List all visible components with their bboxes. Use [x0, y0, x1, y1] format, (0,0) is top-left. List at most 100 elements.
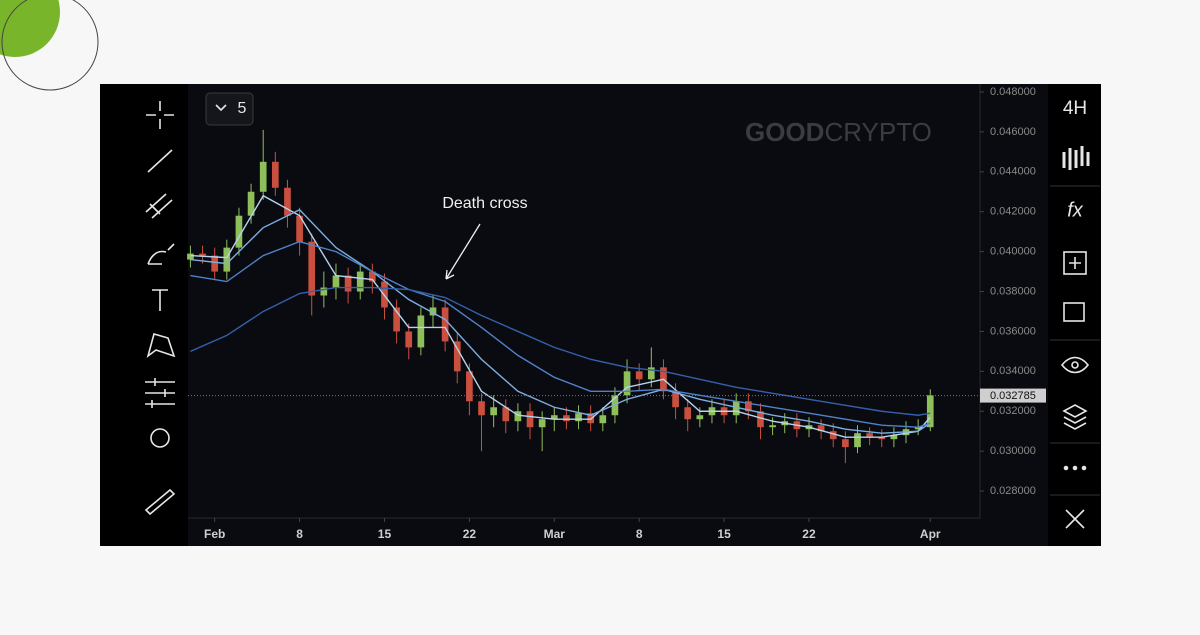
annotation: Death cross: [442, 195, 527, 212]
candle-body: [296, 215, 303, 242]
brush-tool[interactable]: [147, 243, 175, 265]
more-icon[interactable]: [1063, 465, 1069, 471]
candle-body: [199, 253, 206, 256]
y-tick-label: 0.048000: [990, 86, 1036, 98]
watermark-light: CRYPTO: [824, 117, 931, 147]
moving-average: [190, 194, 931, 438]
candle-body: [914, 427, 922, 430]
plot: 0.028000 0.030000 0.032000 0.034000 0.036000…: [187, 86, 1046, 541]
last-price-box: [980, 388, 1046, 403]
left-toolbar: [144, 101, 176, 516]
y-tick-label: 0.028000: [990, 485, 1036, 497]
interval-count: 5: [238, 100, 247, 117]
candle-body: [538, 419, 546, 428]
moving-average: [190, 286, 931, 416]
compare-icon[interactable]: [1063, 302, 1085, 322]
candle-body: [308, 241, 316, 296]
x-tick-label: Feb: [204, 527, 225, 541]
y-tick-label: 0.046000: [990, 126, 1036, 138]
x-tick-label: 22: [463, 527, 477, 541]
x-tick-label: 8: [296, 527, 303, 541]
candle-body: [599, 415, 607, 424]
moving-average: [190, 208, 931, 434]
candle-body: [745, 401, 752, 412]
candle-body: [854, 433, 861, 448]
pattern-tool[interactable]: [146, 333, 176, 359]
text-tool[interactable]: [152, 289, 168, 311]
add-indicator-icon[interactable]: [1063, 251, 1087, 275]
candle-body: [769, 425, 776, 428]
y-tick-label: 0.032000: [990, 405, 1036, 417]
candle-body: [369, 271, 376, 282]
candle-body: [514, 411, 522, 422]
x-tick-label: 15: [717, 527, 731, 541]
decor-circle: [0, 0, 60, 57]
candle-body: [684, 407, 692, 420]
layers-icon[interactable]: [1062, 404, 1088, 430]
candle-body: [187, 253, 194, 260]
y-tick-label: 0.040000: [990, 246, 1036, 258]
candle-body: [247, 191, 255, 216]
y-tick-label: 0.038000: [990, 285, 1036, 297]
watermark-bold: GOOD: [745, 117, 824, 147]
candle-body: [259, 161, 267, 192]
x-tick-label: 15: [378, 527, 392, 541]
indicators-label[interactable]: fx: [1067, 199, 1084, 221]
candle-body: [344, 275, 352, 292]
x-tick-label: Apr: [920, 527, 941, 541]
candle-body: [429, 307, 437, 316]
x-tick-label: Mar: [544, 527, 566, 541]
candle-body: [211, 255, 219, 272]
y-tick-label: 0.034000: [990, 365, 1036, 377]
candle-style-icon[interactable]: [1062, 146, 1090, 170]
visibility-icon[interactable]: [1060, 356, 1090, 374]
interval-button[interactable]: [205, 92, 254, 126]
candle-body: [405, 331, 413, 348]
chevron-icon: [215, 104, 227, 112]
y-tick-label: 0.030000: [990, 445, 1036, 457]
watermark: GOODCRYPTO: [745, 117, 932, 147]
y-tick-label: 0.044000: [990, 166, 1036, 178]
x-tick-label: 8: [636, 527, 643, 541]
candle-body: [441, 307, 449, 342]
candle-body: [490, 407, 497, 416]
candle-body: [393, 307, 400, 332]
y-tick-label: 0.036000: [990, 325, 1036, 337]
interval-label[interactable]: 4H: [1063, 98, 1087, 119]
candle-body: [271, 161, 279, 188]
chart-area: [188, 84, 1048, 546]
annotation-arrow: [445, 223, 481, 280]
candle-body: [926, 395, 934, 428]
candle-body: [635, 371, 643, 380]
crosshair-tool[interactable]: [146, 101, 174, 129]
ruler-tool[interactable]: [144, 488, 176, 516]
trendline-tool[interactable]: [147, 149, 173, 173]
candle-body: [550, 415, 558, 420]
candle-body: [817, 425, 825, 432]
candle-body: [842, 439, 849, 448]
candle-body: [890, 435, 898, 440]
measure-tool[interactable]: [145, 378, 175, 408]
candle-body: [223, 247, 231, 272]
fib-tool[interactable]: [145, 193, 173, 219]
emoji-tool[interactable]: [150, 428, 170, 448]
candle-body: [235, 215, 243, 248]
candle-body: [563, 415, 570, 422]
candle-body: [466, 371, 473, 402]
candle-body: [647, 367, 655, 380]
candle-body: [672, 391, 679, 408]
candle-body: [453, 341, 461, 372]
candle-body: [332, 275, 340, 288]
candle-body: [526, 411, 534, 428]
close-icon[interactable]: [1065, 509, 1085, 529]
candle-body: [878, 437, 886, 440]
candle-body: [623, 371, 631, 396]
last-price-label: 0.032785: [990, 390, 1036, 402]
candle-body: [866, 433, 873, 438]
candle-body: [502, 407, 510, 422]
right-icons: [1050, 146, 1100, 529]
candle-body: [284, 187, 291, 216]
candle-body: [478, 401, 485, 416]
